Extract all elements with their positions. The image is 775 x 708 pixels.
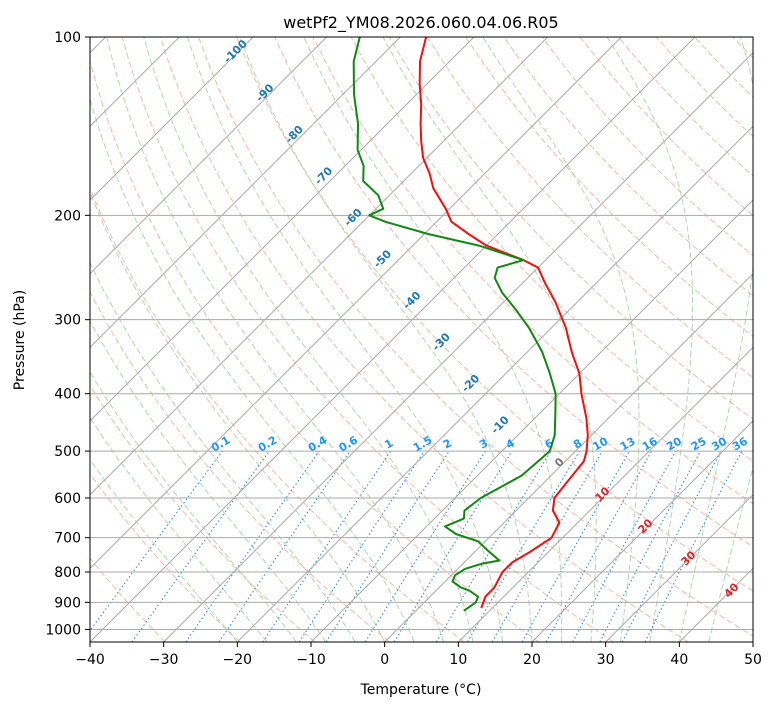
- y-tick-label: 200: [54, 208, 81, 224]
- y-axis: 100 200 300 400 500 600 700 800 900 1000: [45, 30, 90, 638]
- moist-adiabat-line: [143, 37, 474, 642]
- mixing-ratio-line: [545, 450, 653, 642]
- dry-adiabat-line: [388, 37, 753, 420]
- dry-adiabat-line: [90, 291, 390, 642]
- dry-adiabat-line: [503, 37, 753, 297]
- x-tick-label: −30: [149, 652, 179, 668]
- dry-adiabat-line: [90, 59, 540, 642]
- dry-adiabat-line: [236, 37, 753, 592]
- isotherm-line: [236, 125, 753, 642]
- x-tick-label: −10: [296, 652, 326, 668]
- x-tick-label: 10: [449, 652, 467, 668]
- y-tick-label: 1000: [45, 622, 81, 638]
- dry-adiabat-line: [350, 37, 753, 462]
- y-tick-label: 300: [54, 313, 81, 329]
- y-axis-title: Pressure (hPa): [12, 290, 28, 390]
- moist-adiabat-line: [382, 37, 597, 642]
- moist-adiabat-line: [303, 37, 563, 642]
- x-tick-label: −20: [223, 652, 253, 668]
- isotherm-line: [90, 37, 696, 642]
- mixing-ratio-line: [90, 450, 223, 632]
- y-tick-label: 400: [54, 387, 81, 403]
- moist-adiabat-line: [90, 370, 297, 642]
- mixing-ratio-line: [521, 450, 630, 642]
- dry-adiabat-line: [274, 37, 753, 548]
- moist-adiabat-line: [90, 458, 238, 642]
- isotherm-line: [531, 420, 753, 642]
- mixing-ratio-line: [185, 450, 320, 642]
- background-lines: [90, 37, 753, 642]
- mixing-ratio-line: [262, 450, 392, 642]
- dry-adiabat-line: [90, 472, 241, 642]
- plot-frame: [89, 36, 754, 643]
- isotherm-line: [90, 37, 622, 570]
- mixing-ratio-line: [572, 450, 677, 642]
- mixing-ratio-line: [644, 450, 743, 642]
- x-tick-label: 40: [670, 652, 688, 668]
- moist-adiabat-line: [90, 416, 268, 642]
- dry-adiabat-line: [465, 37, 753, 338]
- y-tick-label: 500: [54, 444, 81, 460]
- x-tick-label: 50: [744, 652, 762, 668]
- dry-adiabat-line: [312, 37, 753, 505]
- isotherm-line: [90, 37, 328, 275]
- y-tick-label: 100: [54, 30, 81, 46]
- dry-adiabat-line: [121, 37, 614, 642]
- mixing-ratio-line: [325, 450, 450, 642]
- temperature-profile-line: [418, 37, 589, 609]
- moist-adiabat-line: [187, 37, 503, 642]
- mixing-ratio-line: [298, 450, 425, 642]
- dry-adiabat-line: [90, 186, 465, 642]
- x-tick-label: 0: [380, 652, 389, 668]
- mixing-ratio-line: [131, 450, 270, 642]
- y-tick-label: 700: [54, 531, 81, 547]
- dry-adiabat-line: [159, 37, 689, 642]
- isotherm-line: [90, 37, 549, 496]
- dewpoint-profile-line: [352, 37, 557, 612]
- moist-adiabat-line: [90, 190, 386, 642]
- series-layer: [352, 37, 589, 612]
- mixing-ratio-line: [218, 450, 351, 642]
- moist-adiabat-line: [482, 37, 640, 642]
- x-tick-label: −40: [75, 652, 105, 668]
- isotherm-line: [90, 37, 475, 422]
- dry-adiabat-line: [90, 557, 166, 642]
- moist-adiabat-line: [239, 37, 533, 642]
- mixing-ratio-line: [393, 450, 513, 642]
- moist-adiabat-line: [106, 37, 445, 642]
- isotherm-line: [384, 272, 753, 642]
- y-tick-label: 800: [54, 565, 81, 581]
- isotherm-line: [90, 37, 401, 349]
- moist-adiabat-line: [678, 37, 753, 642]
- x-axis-title: Temperature (°C): [360, 682, 482, 698]
- y-tick-label: 900: [54, 595, 81, 611]
- x-tick-label: 20: [523, 652, 541, 668]
- x-axis: −40 −30 −20 −10 0 10 20 30 40 50: [75, 642, 762, 668]
- isotherm-line: [605, 493, 753, 642]
- isotherm-line: [310, 199, 753, 642]
- moist-adiabat-line: [606, 37, 694, 642]
- isotherm-line: [457, 346, 753, 642]
- isotherm-line: [90, 37, 254, 201]
- y-tick-label: 600: [54, 491, 81, 507]
- isotherm-line: [163, 51, 753, 642]
- x-tick-label: 30: [597, 652, 615, 668]
- moist-adiabat-line: [90, 261, 356, 642]
- chart-title: wetPf2_YM08.2026.060.04.06.R05: [283, 13, 558, 33]
- dry-adiabat-line: [90, 384, 316, 642]
